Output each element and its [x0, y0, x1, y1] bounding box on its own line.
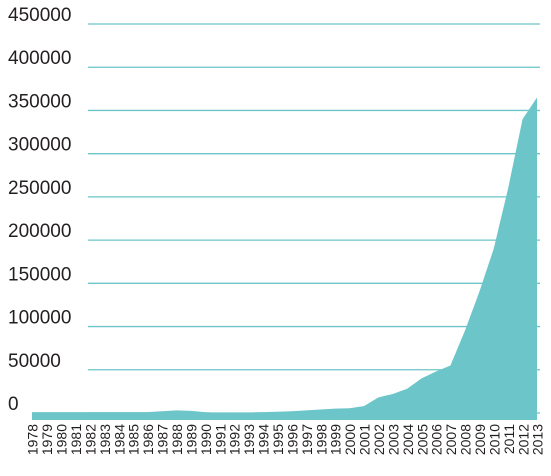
x-tick-label: 1998	[313, 424, 329, 455]
x-tick-label: 2007	[443, 424, 459, 455]
x-tick-label: 1979	[39, 424, 55, 455]
x-tick-label: 1994	[256, 424, 272, 455]
x-tick-label: 2010	[486, 424, 502, 455]
x-tick-label: 2006	[429, 424, 445, 455]
y-tick-label: 350000	[8, 91, 71, 112]
x-tick-label: 1984	[111, 424, 127, 455]
x-tick-label: 1983	[97, 424, 113, 455]
area	[32, 97, 537, 420]
x-tick-label: 1985	[126, 424, 142, 455]
x-tick-label: 1981	[68, 424, 84, 455]
x-tick-label: 2001	[357, 424, 373, 455]
x-tick-label: 2008	[458, 424, 474, 455]
x-tick-label: 1991	[212, 424, 228, 455]
x-tick-label: 2004	[400, 424, 416, 455]
y-tick-label: 250000	[8, 178, 71, 199]
y-tick-label: 0	[8, 394, 19, 415]
y-tick-label: 200000	[8, 221, 71, 242]
x-tick-label: 1982	[82, 424, 98, 455]
y-tick-label: 100000	[8, 308, 71, 329]
x-tick-label: 2005	[414, 424, 430, 455]
x-tick-label: 1997	[299, 424, 315, 455]
y-tick-label: 300000	[8, 135, 71, 156]
x-tick-label: 1993	[241, 424, 257, 455]
x-tick-label: 1996	[284, 424, 300, 455]
x-tick-label: 2003	[385, 424, 401, 455]
x-tick-label: 2013	[530, 424, 546, 455]
x-tick-label: 2009	[472, 424, 488, 455]
x-tick-label: 1989	[183, 424, 199, 455]
x-tick-label: 2012	[515, 424, 531, 455]
y-tick-label: 50000	[8, 351, 61, 372]
x-tick-label: 1980	[54, 424, 70, 455]
x-tick-label: 2000	[342, 424, 358, 455]
x-tick-label: 1978	[25, 424, 41, 455]
y-tick-label: 450000	[8, 5, 71, 26]
y-tick-label: 400000	[8, 48, 71, 69]
y-tick-label: 150000	[8, 264, 71, 285]
x-tick-label: 1988	[169, 424, 185, 455]
x-tick-label: 1995	[270, 424, 286, 455]
x-tick-label: 2011	[501, 424, 517, 454]
x-tick-label: 1992	[227, 424, 243, 455]
x-tick-label: 1990	[198, 424, 214, 455]
x-tick-label: 1987	[155, 424, 171, 455]
x-tick-label: 1999	[328, 424, 344, 455]
x-tick-label: 2002	[371, 424, 387, 455]
x-tick-label: 1986	[140, 424, 156, 455]
